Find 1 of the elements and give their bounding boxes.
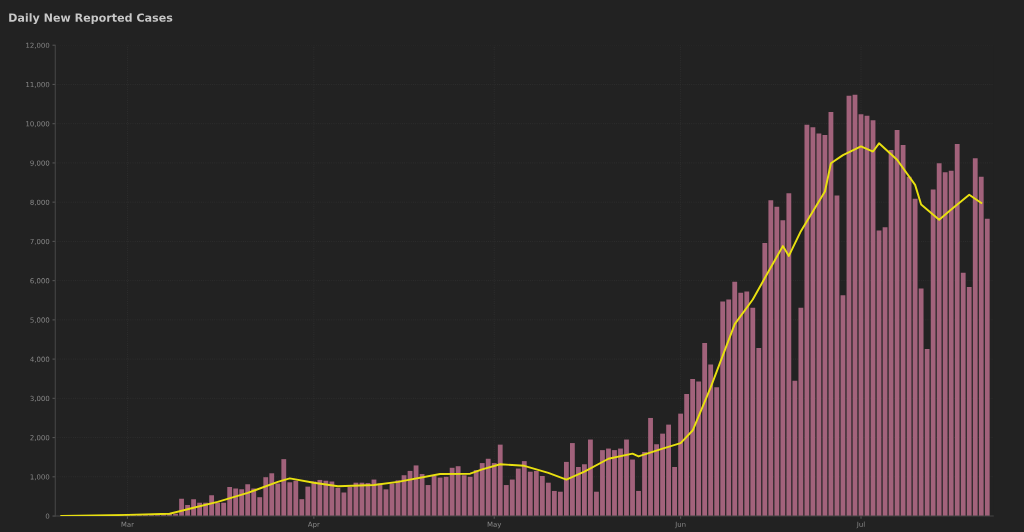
chart-title: Daily New Reported Cases	[9, 13, 173, 25]
